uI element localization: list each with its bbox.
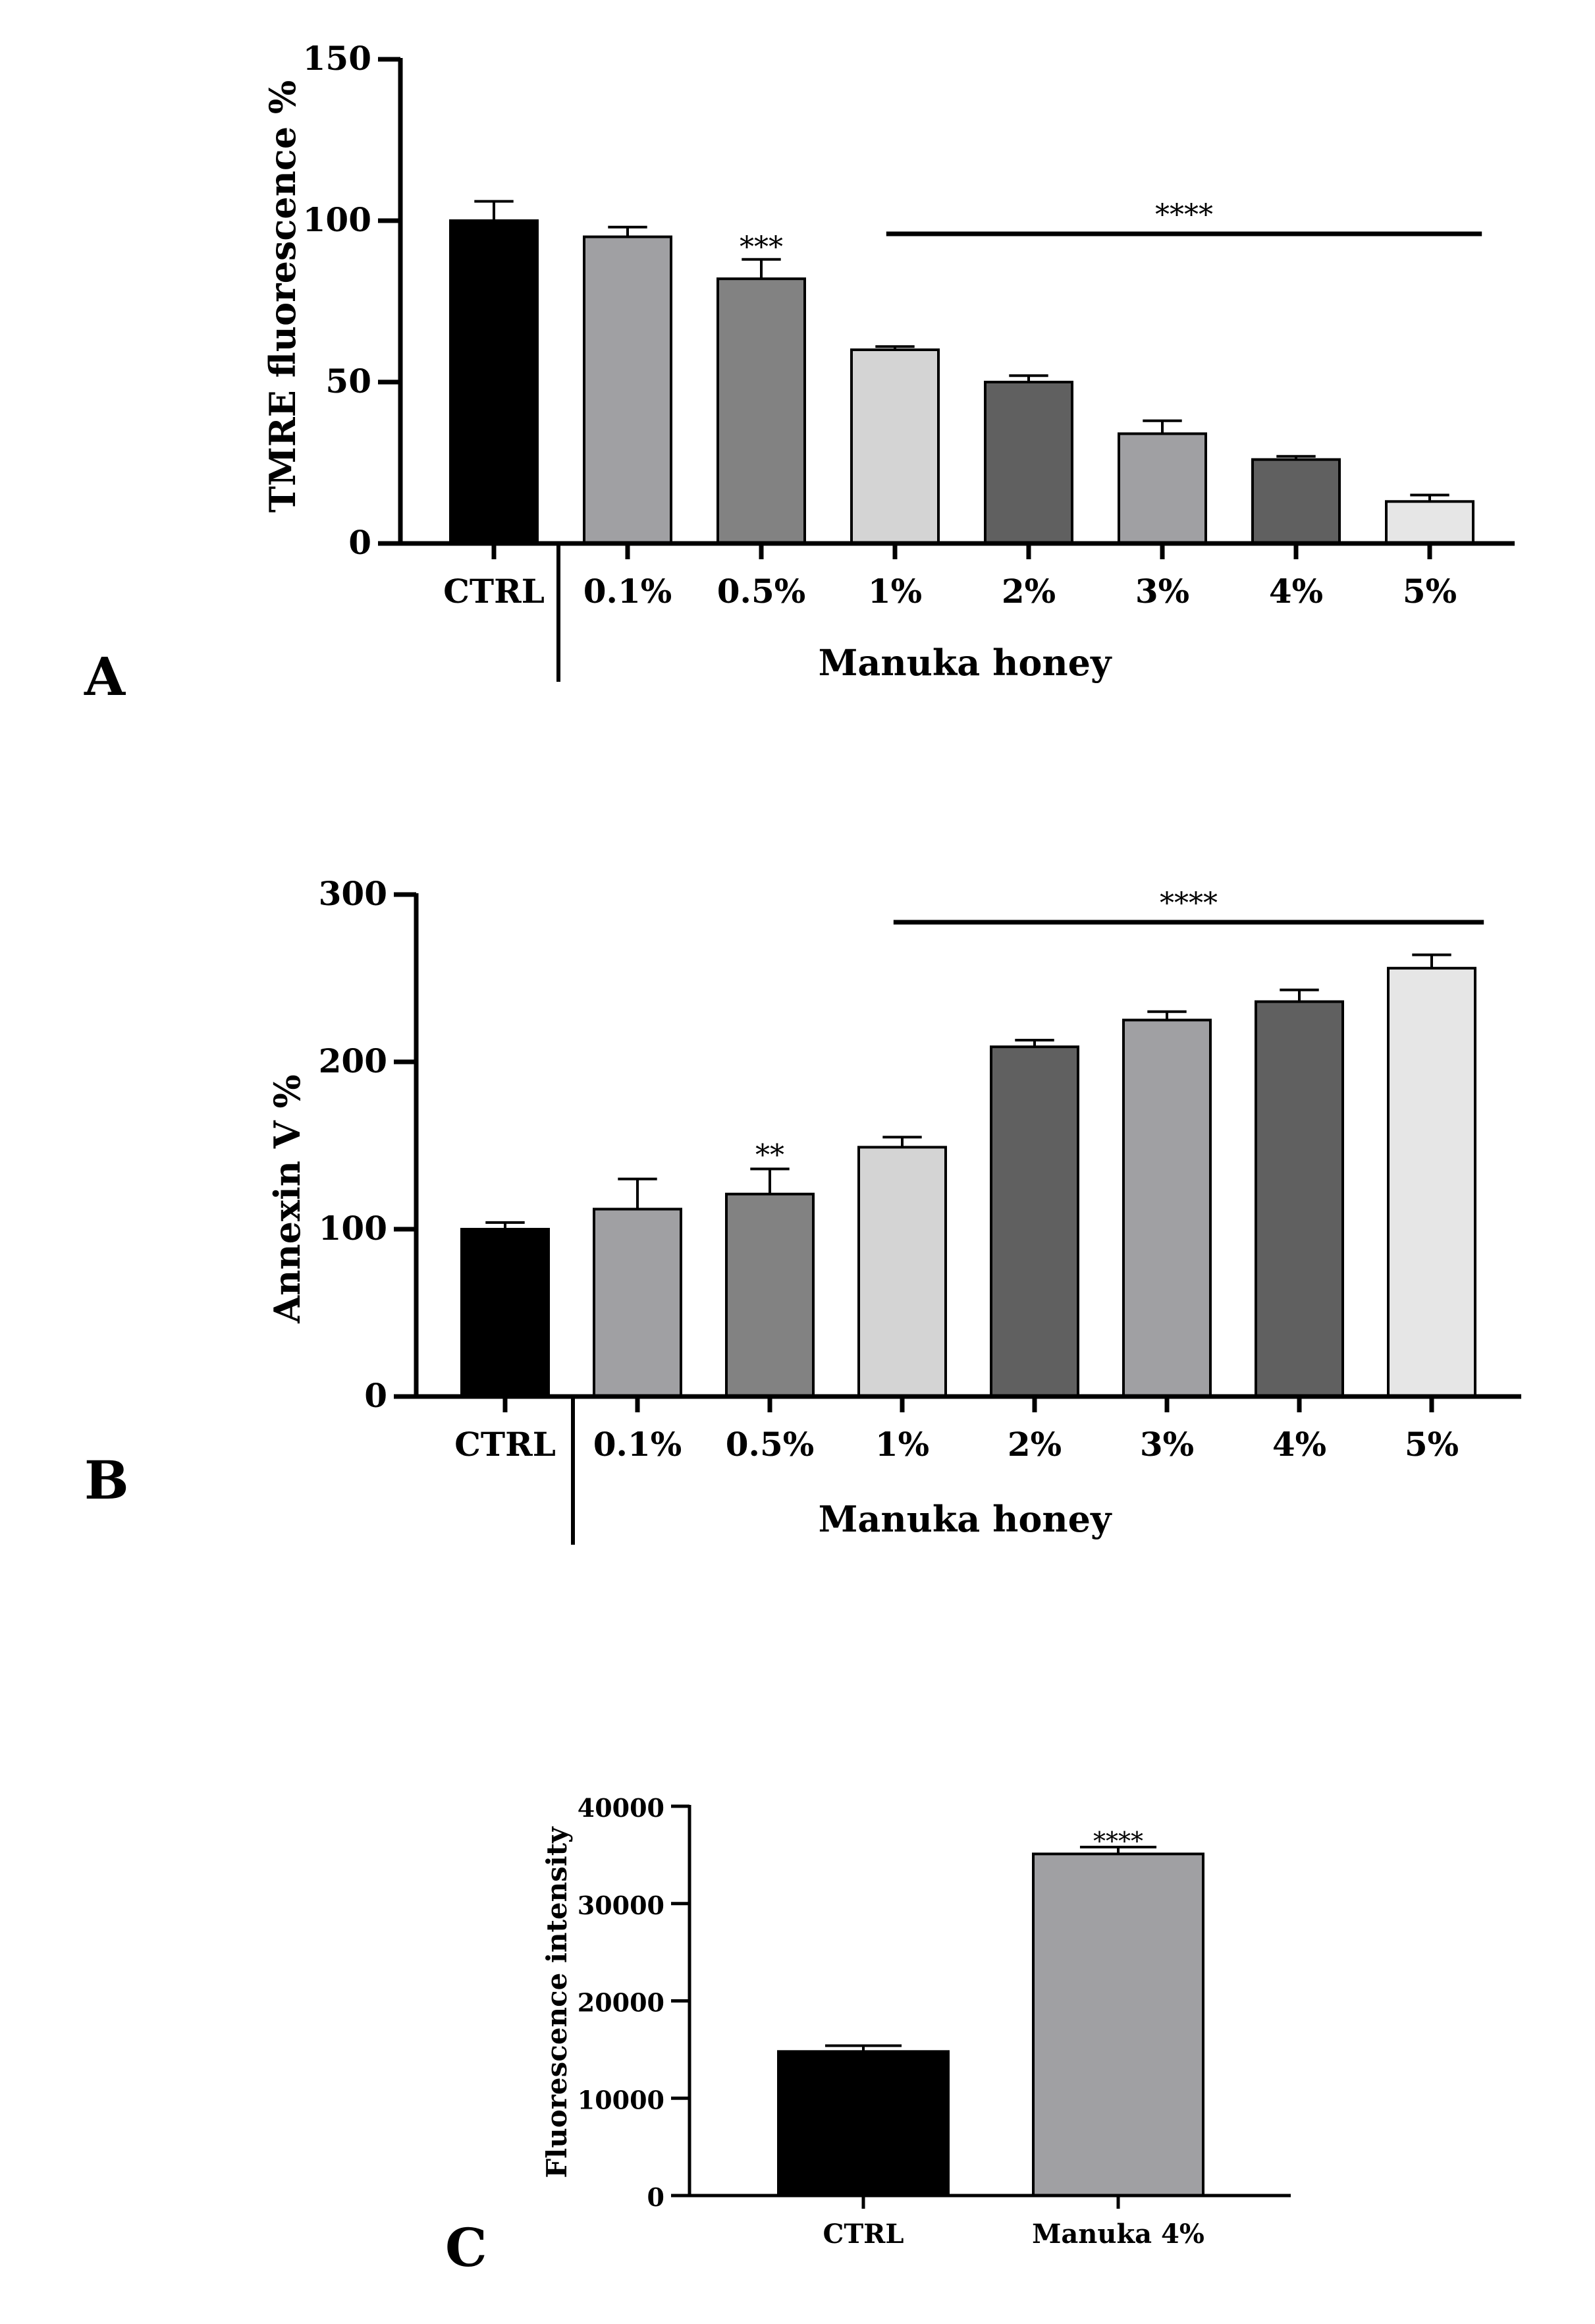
y-tick-label-3: 150 <box>303 39 371 78</box>
y-tick-label-3: 30000 <box>578 1891 664 1920</box>
x-tick-label-6: 4% <box>1272 1425 1326 1464</box>
bar-1 <box>593 1207 682 1398</box>
y-tick-label-2: 200 <box>319 1041 387 1080</box>
x-tick-label-0: CTRL <box>454 1425 556 1464</box>
panel-b: Annexin V % Manuka honey B 0 100 200 300 CTR… <box>84 874 1521 1545</box>
bar-4 <box>990 1045 1079 1398</box>
y-tick-label-1: 100 <box>319 1209 387 1248</box>
bar-3 <box>857 1146 947 1398</box>
y-tick-label-4: 40000 <box>578 1793 664 1823</box>
bar-7 <box>1385 500 1474 545</box>
x-tick-label-1: 0.1% <box>583 572 672 611</box>
panel-a-x-axis-label: Manuka honey <box>819 642 1112 684</box>
bar-1 <box>1032 1852 1204 2197</box>
bar-2 <box>725 1192 815 1398</box>
panel-a-letter: A <box>84 646 126 707</box>
panel-c-letter: C <box>445 2217 487 2279</box>
x-tick-label-6: 4% <box>1269 572 1323 611</box>
panel-c-plot: 0 10000 20000 30000 40000 CTRL Manuka 4% **** <box>578 1793 1291 2250</box>
x-tick-label-2: 0.5% <box>717 572 806 611</box>
bar-2 <box>716 277 806 545</box>
x-tick-label-2: 0.5% <box>726 1425 815 1464</box>
bar-5 <box>1122 1018 1212 1398</box>
x-tick-label-7: 5% <box>1403 572 1457 611</box>
x-tick-label-1: 0.1% <box>593 1425 682 1464</box>
panel-c: Fluorescence intensity C 0 10000 20000 3000… <box>445 1793 1291 2279</box>
panel-b-letter: B <box>84 1449 129 1511</box>
y-tick-label-0: 0 <box>647 2182 664 2212</box>
significance-label-1: **** <box>1155 198 1213 232</box>
y-tick-label-2: 100 <box>303 200 371 239</box>
bar-0 <box>777 2050 950 2198</box>
bar-6 <box>1255 1000 1344 1398</box>
x-tick-label-5: 3% <box>1140 1425 1194 1464</box>
bar-3 <box>850 348 940 545</box>
panel-b-y-axis-label: Annexin V % <box>266 1074 308 1324</box>
bar-6 <box>1251 458 1341 545</box>
x-tick-label-4: 2% <box>1008 1425 1062 1464</box>
x-tick-label-4: 2% <box>1002 572 1056 611</box>
panel-a: TMRE fluorescence % Manuka honey A 0 50 10… <box>84 39 1515 707</box>
y-tick-label-1: 10000 <box>578 2085 664 2115</box>
x-tick-label-3: 1% <box>875 1425 929 1464</box>
y-tick-label-0: 0 <box>348 523 371 562</box>
panel-b-x-axis-label: Manuka honey <box>819 1498 1112 1540</box>
x-tick-label-1: Manuka 4% <box>1032 2219 1204 2250</box>
x-tick-label-7: 5% <box>1405 1425 1459 1464</box>
bar-7 <box>1387 966 1476 1398</box>
bar-1 <box>583 235 672 545</box>
panel-a-y-axis-label: TMRE fluorescence % <box>261 80 304 512</box>
panel-c-y-axis-label: Fluorescence intensity <box>541 1826 573 2178</box>
x-tick-label-0: CTRL <box>823 2219 904 2250</box>
x-tick-label-5: 3% <box>1135 572 1189 611</box>
bar-5 <box>1118 432 1207 545</box>
significance-label-0: **** <box>1093 1827 1143 1856</box>
significance-label-0: *** <box>740 231 783 264</box>
y-tick-label-2: 20000 <box>578 1988 664 2018</box>
significance-label-0: ** <box>755 1139 784 1173</box>
y-tick-label-3: 300 <box>319 874 387 913</box>
bar-0 <box>460 1228 550 1398</box>
significance-label-1: **** <box>1160 887 1218 920</box>
bar-4 <box>984 381 1073 545</box>
x-tick-label-0: CTRL <box>443 572 545 611</box>
x-tick-label-3: 1% <box>868 572 922 611</box>
bar-0 <box>449 219 539 545</box>
y-tick-label-1: 50 <box>325 362 371 401</box>
y-tick-label-0: 0 <box>364 1376 387 1415</box>
